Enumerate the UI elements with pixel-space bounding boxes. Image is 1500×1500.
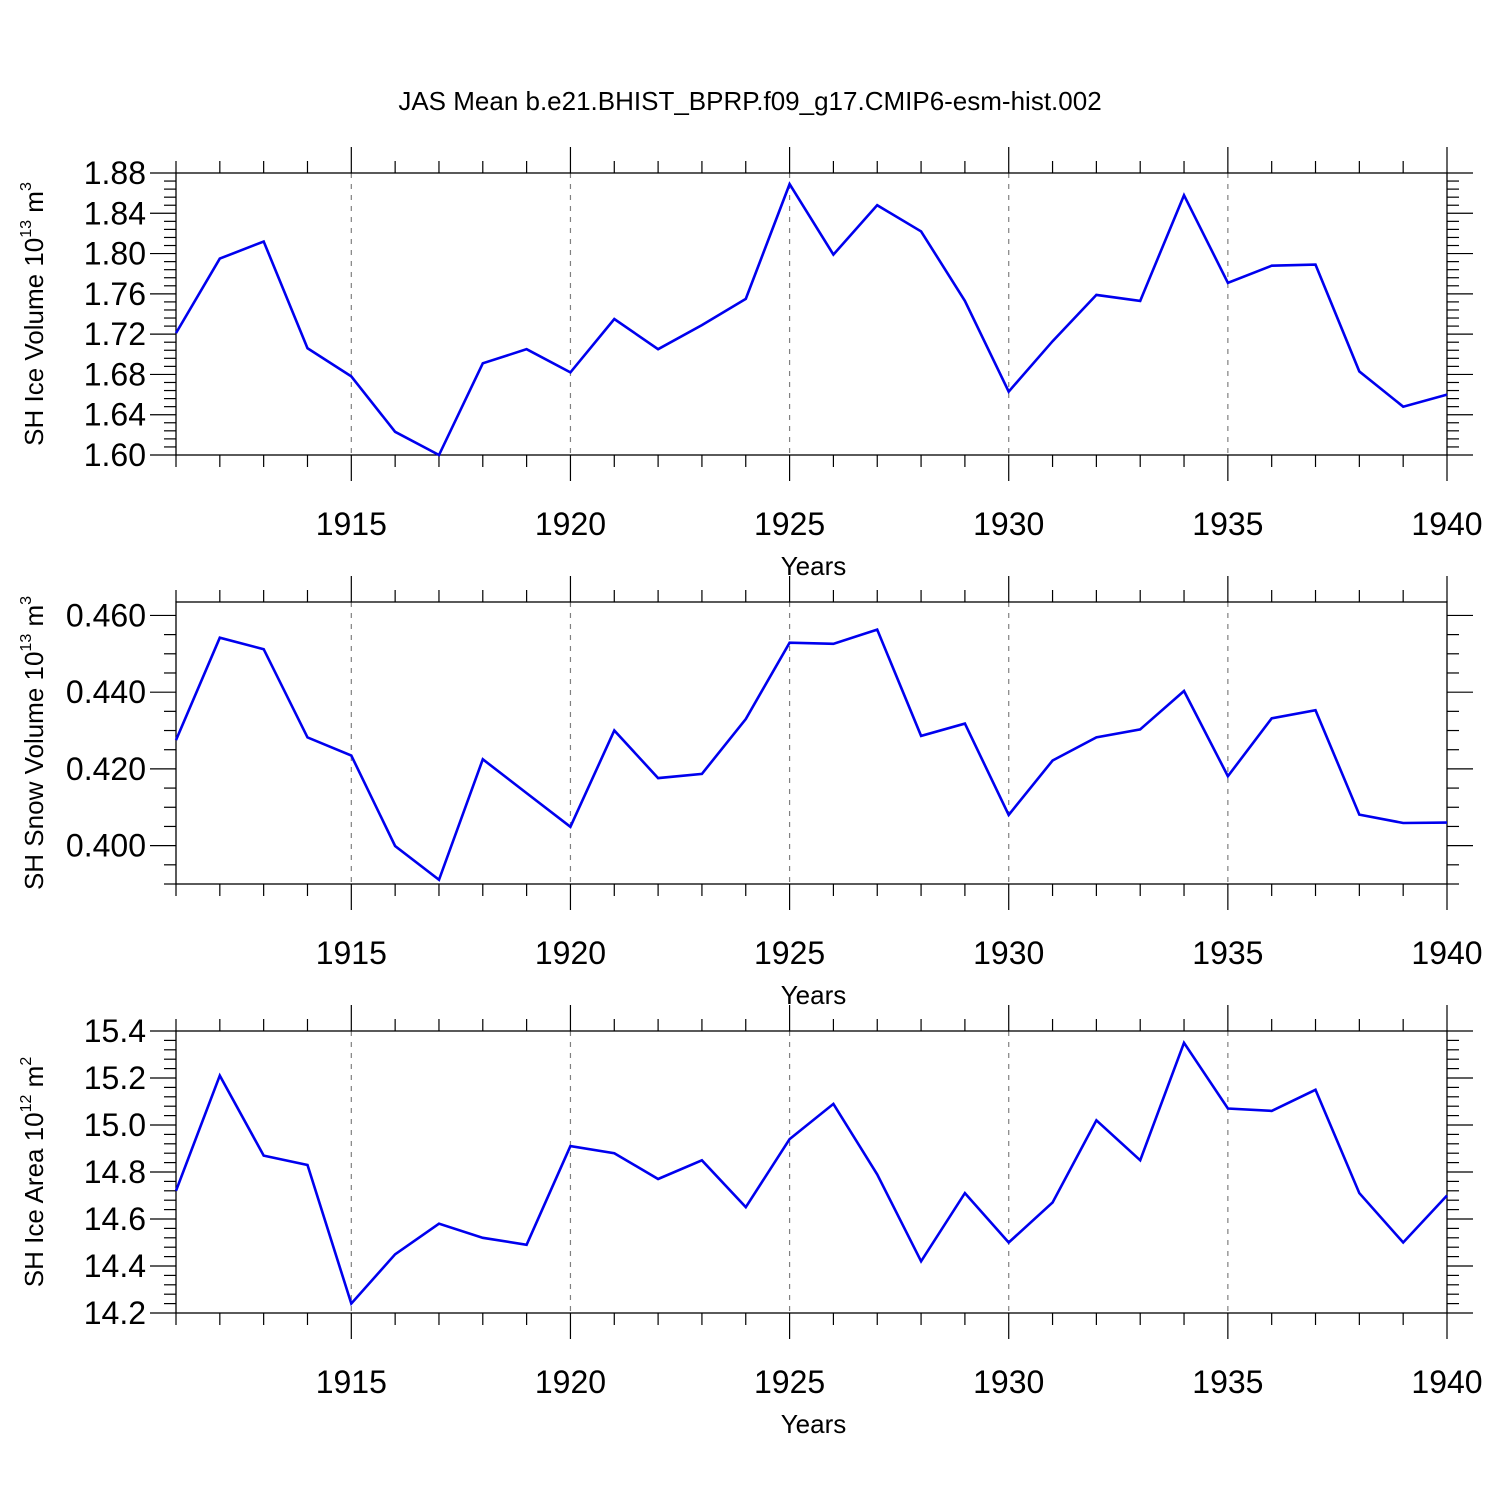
y-tick-label: 1.72 (84, 316, 146, 352)
y-tick-label: 0.400 (66, 828, 146, 864)
x-tick-label: 1930 (973, 935, 1044, 971)
x-tick-label: 1940 (1411, 506, 1482, 542)
y-tick-label: 1.84 (84, 195, 146, 231)
y-tick-label: 14.4 (84, 1248, 146, 1284)
panel-3: 1915 1920 1925 1930 1935 1940 Years 14.2 14.4 14.… (18, 1005, 1483, 1439)
x-tick-label: 1940 (1411, 935, 1482, 971)
x-axis-label: Years (781, 551, 847, 581)
x-tick-label: 1915 (316, 1364, 387, 1400)
x-tick-label: 1925 (754, 1364, 825, 1400)
x-tick-label: 1920 (535, 506, 606, 542)
y-tick-label: 15.4 (84, 1013, 146, 1049)
y-tick-label: 14.8 (84, 1154, 146, 1190)
x-tick-label: 1930 (973, 506, 1044, 542)
y-tick-label: 14.6 (84, 1201, 146, 1237)
x-tick-label: 1920 (535, 1364, 606, 1400)
figure-title: JAS Mean b.e21.BHIST_BPRP.f09_g17.CMIP6-… (398, 86, 1101, 116)
y-tick-label: 1.64 (84, 397, 146, 433)
plot-frame (175, 1030, 1448, 1314)
x-tick-label: 1935 (1192, 1364, 1263, 1400)
y-axis-label: SH Snow Volume 1013 m3 (18, 596, 49, 890)
series-line (174, 181, 1448, 457)
x-tick-label: 1915 (316, 935, 387, 971)
x-axis-label: Years (781, 1409, 847, 1439)
x-axis-label: Years (781, 980, 847, 1010)
plot-frame (175, 601, 1448, 885)
x-tick-label: 1925 (754, 935, 825, 971)
y-tick-label: 1.80 (84, 236, 146, 272)
x-tick-label: 1920 (535, 935, 606, 971)
y-axis-label: SH Ice Volume 1013 m3 (18, 182, 49, 446)
x-tick-label: 1940 (1411, 1364, 1482, 1400)
y-axis-label: SH Ice Area 1012 m2 (18, 1057, 49, 1288)
y-tick-label: 15.0 (84, 1107, 146, 1143)
y-tick-label: 14.2 (84, 1295, 146, 1331)
panel-2: 1915 1920 1925 1930 1935 1940 Years 0.400 0.420 0… (18, 576, 1483, 1010)
x-tick-label: 1925 (754, 506, 825, 542)
x-tick-label: 1930 (973, 1364, 1044, 1400)
y-tick-label: 1.76 (84, 276, 146, 312)
series-line (174, 627, 1448, 882)
series-line (174, 1039, 1448, 1307)
y-tick-label: 1.68 (84, 356, 146, 392)
y-tick-label: 1.60 (84, 437, 146, 473)
y-tick-label: 0.440 (66, 674, 146, 710)
x-tick-label: 1935 (1192, 935, 1263, 971)
y-tick-label: 0.420 (66, 751, 146, 787)
y-tick-label: 1.88 (84, 155, 146, 191)
y-tick-label: 15.2 (84, 1060, 146, 1096)
x-tick-label: 1915 (316, 506, 387, 542)
plot-frame (175, 172, 1448, 456)
x-tick-label: 1935 (1192, 506, 1263, 542)
panel-1: 1915 1920 1925 1930 1935 1940 Years 1.60 1.64 1.6… (18, 147, 1483, 581)
y-tick-label: 0.460 (66, 597, 146, 633)
